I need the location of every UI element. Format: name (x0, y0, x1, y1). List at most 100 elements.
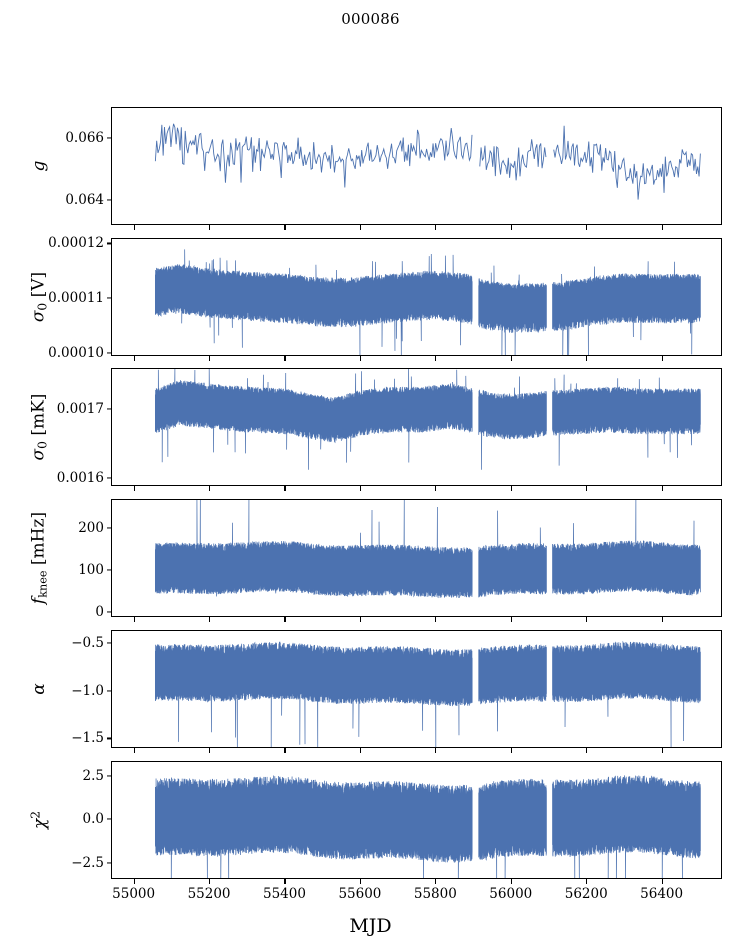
x-tick-mark-fknee-3 (359, 617, 362, 622)
y-tick-mark-sigma0-volt-0 (106, 242, 111, 245)
y-tick-label-chi2-0: 2.5 (82, 767, 104, 784)
x-tick-label-1: 55200 (187, 886, 231, 902)
x-tick-mark-gain-1 (209, 225, 211, 230)
x-tick-mark-alpha-3 (359, 748, 362, 753)
data-trace-alpha (154, 640, 701, 747)
x-tick-mark-alpha-5 (510, 748, 512, 753)
y-tick-label-alpha-1: −1.0 (71, 682, 104, 699)
x-tick-mark-chi2-0 (133, 879, 135, 884)
x-tick-label-5: 56000 (489, 886, 533, 902)
y-tick-label-fknee-0: 200 (78, 519, 104, 536)
x-tick-label-2: 55400 (263, 886, 306, 902)
data-trace-fknee (154, 500, 701, 599)
plot-frame-sigma0-volt (111, 238, 722, 356)
y-tick-mark-chi2-1 (106, 818, 111, 820)
y-tick-label-alpha-0: −0.5 (71, 635, 104, 652)
data-trace-chi2 (154, 775, 701, 878)
y-axis-label-sigma0-mk: σ0 [mK] (28, 393, 50, 461)
panel-fknee: 200 100 0 (78, 499, 722, 622)
x-tick-mark-sigma0-mk-1 (209, 486, 211, 491)
x-tick-mark-chi2-7 (661, 879, 663, 884)
x-tick-mark-fknee-4 (435, 617, 437, 622)
x-tick-mark-gain-2 (284, 225, 286, 230)
x-tick-mark-gain-7 (661, 225, 663, 230)
x-tick-mark-gain-3 (359, 225, 362, 230)
x-tick-mark-fknee-2 (284, 617, 286, 622)
y-axis-label-alpha: α (29, 683, 49, 695)
y-tick-label-gain-0: 0.066 (65, 130, 104, 147)
y-tick-mark-alpha-0 (106, 642, 111, 644)
x-tick-label-6: 56200 (564, 886, 608, 902)
y-tick-mark-gain-1 (106, 199, 111, 201)
y-tick-mark-fknee-2 (106, 611, 111, 613)
x-tick-label-3: 55600 (338, 886, 382, 902)
x-tick-mark-sigma0-mk-3 (359, 486, 362, 491)
x-tick-mark-sigma0-mk-5 (510, 486, 512, 491)
y-tick-mark-fknee-0 (106, 527, 111, 529)
data-trace-gain (154, 123, 701, 200)
x-tick-mark-sigma0-volt-7 (661, 356, 663, 361)
plot-frame-fknee (111, 499, 722, 617)
x-tick-mark-gain-6 (586, 225, 588, 230)
x-tick-mark-sigma0-mk-6 (586, 486, 588, 491)
x-tick-mark-chi2-3 (359, 879, 362, 884)
y-tick-label-sigma0-mk-1: 0.0016 (56, 469, 104, 486)
y-tick-label-sigma0-volt-1: 0.00011 (48, 290, 104, 307)
x-tick-label-0: 55000 (112, 886, 156, 902)
x-tick-mark-sigma0-mk-4 (435, 486, 437, 491)
x-tick-mark-alpha-2 (284, 748, 286, 753)
panel-chi2: 2.5 0.0 −2.5 55000 55200 55400 55600 55800 56000… (71, 761, 722, 902)
x-tick-mark-alpha-6 (586, 748, 588, 753)
y-tick-label-alpha-2: −1.5 (71, 730, 104, 747)
x-tick-mark-alpha-0 (133, 748, 135, 753)
x-tick-mark-fknee-1 (209, 617, 211, 622)
x-tick-mark-sigma0-mk-2 (284, 486, 286, 491)
panel-gain: 0.066 0.064 (65, 107, 722, 230)
x-tick-mark-sigma0-volt-3 (359, 356, 362, 361)
plot-frame-sigma0-mk (111, 368, 722, 486)
y-tick-label-fknee-1: 100 (78, 561, 104, 578)
panel-sigma0-mk: 0.0017 0.0016 (57, 368, 722, 491)
y-tick-mark-chi2-2 (106, 861, 111, 864)
y-axis-label-fknee: fknee [mHz] (28, 511, 50, 605)
x-tick-mark-alpha-7 (661, 748, 663, 753)
panel-sigma0-volt: 0.00012 0.00011 0.00010 (48, 235, 722, 361)
x-tick-mark-alpha-4 (435, 748, 437, 753)
y-tick-label-sigma0-volt-0: 0.00012 (48, 235, 104, 252)
y-tick-label-sigma0-mk-0: 0.0017 (56, 401, 104, 418)
x-tick-mark-fknee-5 (510, 617, 512, 622)
plot-frame-chi2 (111, 761, 722, 879)
x-tick-mark-sigma0-volt-5 (510, 356, 512, 361)
y-tick-mark-sigma0-mk-1 (106, 477, 111, 479)
x-axis-label: MJD (349, 915, 392, 937)
x-tick-mark-gain-4 (435, 225, 437, 230)
x-tick-mark-sigma0-volt-0 (133, 356, 135, 361)
figure-title: 000086 (341, 10, 400, 28)
x-tick-mark-fknee-7 (661, 617, 663, 622)
y-axis-label-sigma0-volt: σ0 [V] (28, 271, 50, 323)
y-axis-label-gain: g (29, 160, 49, 172)
x-tick-mark-alpha-1 (209, 748, 211, 753)
y-tick-label-sigma0-volt-2: 0.00010 (48, 345, 104, 362)
x-tick-mark-sigma0-mk-0 (133, 486, 135, 491)
panel-alpha: −0.5 −1.0 −1.5 (71, 630, 722, 753)
y-tick-label-fknee-2: 0 (95, 603, 104, 620)
x-tick-mark-sigma0-mk-7 (661, 486, 663, 491)
data-trace-sigma0-volt (154, 249, 701, 355)
x-tick-label-4: 55800 (413, 886, 457, 902)
y-tick-label-chi2-2: −2.5 (71, 854, 104, 871)
y-tick-mark-alpha-1 (106, 690, 111, 692)
x-tick-mark-gain-5 (510, 225, 512, 230)
y-axis-label-chi2: χ2 (28, 810, 50, 830)
x-tick-mark-chi2-5 (510, 879, 512, 884)
x-tick-mark-fknee-6 (586, 617, 588, 622)
y-tick-mark-fknee-1 (106, 569, 111, 571)
x-tick-mark-fknee-0 (133, 617, 135, 622)
y-tick-mark-sigma0-volt-2 (106, 352, 111, 354)
y-tick-label-gain-1: 0.064 (65, 192, 104, 209)
y-tick-mark-sigma0-volt-1 (106, 297, 111, 299)
y-tick-mark-alpha-2 (106, 737, 111, 740)
x-tick-mark-chi2-2 (284, 879, 286, 884)
y-tick-mark-sigma0-mk-0 (106, 408, 111, 410)
